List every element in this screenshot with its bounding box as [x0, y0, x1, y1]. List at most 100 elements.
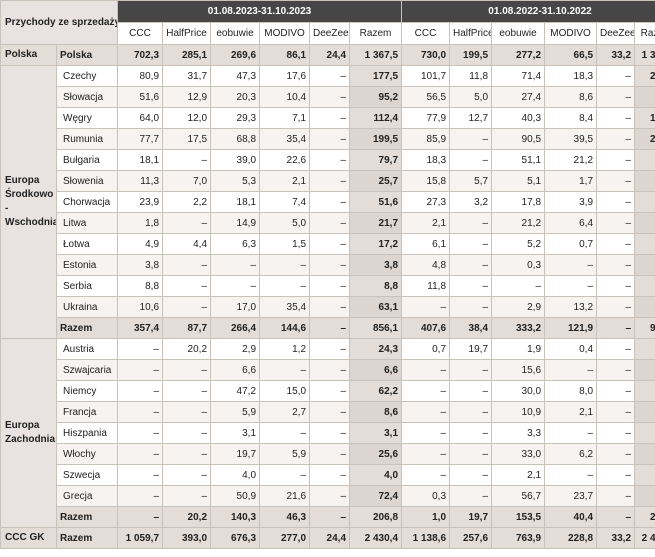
- value-cell: 27,3: [401, 191, 451, 213]
- value-cell: 90,5: [491, 128, 546, 150]
- value-cell: –: [309, 170, 351, 192]
- value-cell: –: [259, 359, 311, 381]
- country-label: Słowacja: [55, 86, 119, 108]
- value-cell: –: [162, 296, 212, 318]
- value-cell: –: [117, 422, 164, 444]
- subtotal-label: Razem: [55, 506, 119, 528]
- value-cell: 702,3: [117, 44, 164, 66]
- table-row: Węgry 64,0 12,0 29,3 7,1–112,4 77,9 12,7 40,3 8,…: [1, 107, 655, 129]
- country-label: Bułgaria: [55, 149, 119, 171]
- table-row: Szwajcaria––6,6––6,6––15,6––15,6: [1, 359, 655, 381]
- value-cell: –: [596, 254, 636, 276]
- country-label: Niemcy: [55, 380, 119, 402]
- value-cell: 23,9: [117, 191, 164, 213]
- value-cell: –: [596, 317, 636, 339]
- value-cell: 4,0: [349, 464, 403, 486]
- value-cell: 277,0: [259, 527, 311, 549]
- value-cell: 11,8: [401, 275, 451, 297]
- value-cell: 12,7: [449, 107, 493, 129]
- value-cell: –: [259, 464, 311, 486]
- col-header: HalfPrice: [449, 22, 493, 45]
- value-cell: 15,6: [491, 359, 546, 381]
- value-cell: 214,6: [634, 506, 655, 528]
- country-label: Litwa: [55, 212, 119, 234]
- region-label: Europa Środkowo - Wschodnia: [0, 65, 57, 339]
- value-cell: 1,0: [401, 506, 451, 528]
- value-cell: 50,9: [210, 485, 261, 507]
- value-cell: –: [117, 506, 164, 528]
- value-cell: 31,7: [162, 65, 212, 87]
- value-cell: –: [596, 212, 636, 234]
- value-cell: 2 422,1: [634, 527, 655, 549]
- table-row: Rumunia 77,7 17,5 68,8 35,4–199,5 85,9–90,5 39…: [1, 128, 655, 150]
- value-cell: 24,3: [349, 338, 403, 360]
- value-cell: 66,5: [544, 44, 598, 66]
- value-cell: 676,3: [210, 527, 261, 549]
- value-cell: –: [309, 506, 351, 528]
- value-cell: –: [596, 65, 636, 87]
- value-cell: –: [596, 275, 636, 297]
- value-cell: 5,0: [259, 212, 311, 234]
- value-cell: –: [449, 275, 493, 297]
- value-cell: 80,7: [634, 485, 655, 507]
- value-cell: –: [596, 506, 636, 528]
- value-cell: 266,4: [210, 317, 261, 339]
- value-cell: –: [596, 359, 636, 381]
- value-cell: 2,1: [544, 401, 598, 423]
- value-cell: 51,1: [491, 149, 546, 171]
- value-cell: –: [162, 254, 212, 276]
- value-cell: 6,6: [349, 359, 403, 381]
- value-cell: –: [309, 254, 351, 276]
- country-label: Czechy: [55, 65, 119, 87]
- value-cell: –: [401, 443, 451, 465]
- table-row: Francja––5,92,7–8,6––10,92,1–13,0: [1, 401, 655, 423]
- value-cell: –: [596, 422, 636, 444]
- value-cell: –: [309, 107, 351, 129]
- value-cell: –: [544, 464, 598, 486]
- value-cell: 29,7: [634, 212, 655, 234]
- country-label: Serbia: [55, 275, 119, 297]
- table-row: Hiszpania––3,1––3,1––3,3––3,3: [1, 422, 655, 444]
- value-cell: 22,7: [634, 338, 655, 360]
- value-cell: 4,9: [117, 233, 164, 255]
- value-cell: 15,6: [634, 359, 655, 381]
- value-cell: 1 138,6: [401, 527, 451, 549]
- value-cell: 333,2: [491, 317, 546, 339]
- country-label: Francja: [55, 401, 119, 423]
- value-cell: 6,3: [210, 233, 261, 255]
- value-cell: –: [449, 254, 493, 276]
- value-cell: 199,5: [349, 128, 403, 150]
- value-cell: 8,6: [544, 86, 598, 108]
- value-cell: 2,9: [210, 338, 261, 360]
- col-header: DeeZee: [309, 22, 351, 45]
- value-cell: 6,6: [210, 359, 261, 381]
- value-cell: 139,3: [634, 107, 655, 129]
- value-cell: 3,1: [210, 422, 261, 444]
- table-row: Włochy––19,75,9–25,6––33,06,2–39,2: [1, 443, 655, 465]
- value-cell: –: [259, 275, 311, 297]
- value-cell: 47,2: [210, 380, 261, 402]
- value-cell: 17,6: [259, 65, 311, 87]
- value-cell: –: [449, 233, 493, 255]
- corner-header: Przychody ze sprzedaży: [0, 0, 119, 45]
- value-cell: 0,7: [544, 233, 598, 255]
- value-cell: 77,7: [117, 128, 164, 150]
- value-cell: 17,2: [349, 233, 403, 255]
- table-row: CCC GK Razem 1 059,7 393,0 676,3 277,0 24,4 2 4…: [0, 527, 655, 549]
- col-header: HalfPrice: [162, 22, 212, 45]
- value-cell: 39,5: [544, 128, 598, 150]
- value-cell: 0,7: [401, 338, 451, 360]
- value-cell: 13,2: [544, 296, 598, 318]
- value-cell: 79,7: [349, 149, 403, 171]
- value-cell: 153,5: [491, 506, 546, 528]
- value-cell: –: [117, 401, 164, 423]
- region-label: Polska: [0, 44, 57, 66]
- value-cell: 24,4: [309, 527, 351, 549]
- country-label: Rumunia: [55, 128, 119, 150]
- value-cell: 277,2: [491, 44, 546, 66]
- col-header: Razem: [634, 22, 655, 45]
- country-label: Chorwacja: [55, 191, 119, 213]
- value-cell: 27,4: [491, 86, 546, 108]
